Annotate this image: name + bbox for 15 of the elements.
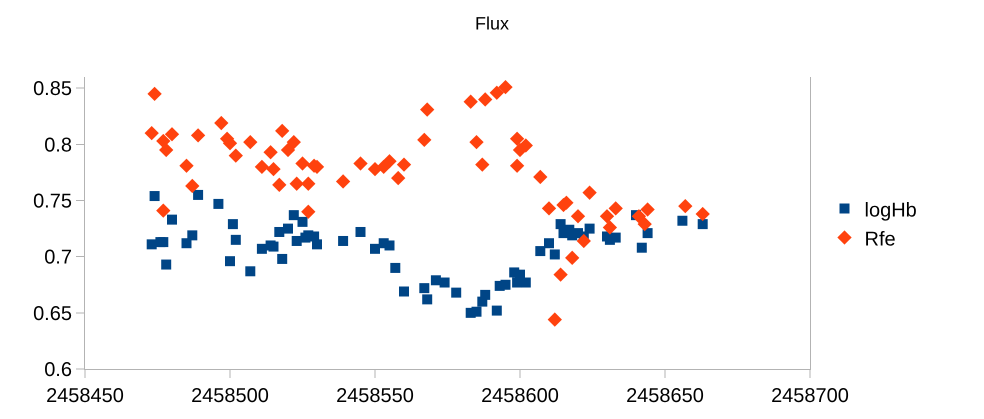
legend-label: Rfe: [864, 228, 896, 250]
x-tick-label: 2458650: [626, 385, 704, 407]
chart-title: Flux: [474, 13, 510, 34]
x-tick-label: 2458500: [191, 385, 269, 407]
y-tick-label: 0.85: [33, 78, 72, 100]
y-tick-label: 0.65: [33, 302, 72, 325]
y-tick-label: 0.7: [44, 246, 72, 269]
x-tick-label: 2458550: [336, 385, 414, 407]
y-tick-label: 0.8: [44, 134, 72, 156]
x-tick-label: 2458700: [771, 385, 849, 407]
y-tick-label: 0.75: [33, 190, 72, 213]
x-tick-label: 2458600: [481, 385, 559, 407]
x-tick-label: 2458450: [46, 385, 124, 407]
y-tick-label: 0.6: [44, 359, 72, 381]
legend-label: logHb: [864, 199, 917, 222]
